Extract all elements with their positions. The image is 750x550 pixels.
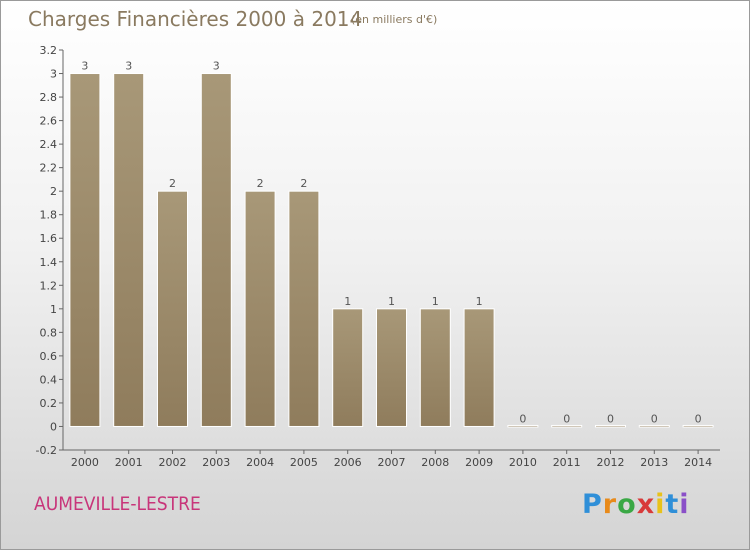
x-tick-label-2004: 2004 <box>246 456 274 469</box>
y-tick-label: 2.2 <box>40 162 58 175</box>
logo-letter: o <box>617 489 637 520</box>
y-tick-label: 3 <box>50 68 57 81</box>
bar-2012 <box>595 424 626 428</box>
data-label-2011: 0 <box>563 412 570 425</box>
logo-letter: P <box>582 489 603 520</box>
y-tick-label: 2.8 <box>40 91 58 104</box>
data-label-2005: 2 <box>300 177 307 190</box>
x-tick-label-2001: 2001 <box>115 456 143 469</box>
y-tick-label: 0.8 <box>40 326 58 339</box>
bar-2005 <box>288 190 320 427</box>
bar-2003 <box>200 73 232 427</box>
x-tick-label-2003: 2003 <box>202 456 230 469</box>
bar-2013 <box>638 424 670 428</box>
bar-2000 <box>69 73 101 427</box>
data-label-2002: 2 <box>169 177 176 190</box>
y-tick-label: 2.6 <box>40 115 58 128</box>
data-label-2003: 3 <box>213 60 220 73</box>
data-label-2008: 1 <box>432 295 439 308</box>
x-tick-label-2012: 2012 <box>597 456 625 469</box>
data-label-2013: 0 <box>651 412 658 425</box>
logo-letter: i <box>679 489 690 520</box>
logo-letter: t <box>665 489 680 520</box>
y-tick-label: 0.4 <box>40 373 58 386</box>
data-label-2010: 0 <box>519 412 526 425</box>
data-label-2001: 3 <box>125 60 132 73</box>
data-label-2006: 1 <box>344 295 351 308</box>
x-tick-label-2008: 2008 <box>421 456 449 469</box>
data-label-2012: 0 <box>607 412 614 425</box>
y-tick-label: -0.2 <box>36 444 57 457</box>
y-tick-label: 0.2 <box>40 397 58 410</box>
unit-note: (en milliers d'€) <box>351 13 438 26</box>
x-tick-label-2010: 2010 <box>509 456 537 469</box>
x-tick-label-2009: 2009 <box>465 456 493 469</box>
bar-2004 <box>244 190 276 427</box>
x-tick-label-2000: 2000 <box>71 456 99 469</box>
data-label-2009: 1 <box>476 295 483 308</box>
bar-2009 <box>463 308 495 427</box>
x-tick-label-2007: 2007 <box>378 456 406 469</box>
x-tick-label-2011: 2011 <box>553 456 581 469</box>
bar-2008 <box>419 308 451 427</box>
logo-letter: x <box>636 489 656 520</box>
y-tick-label: 0.6 <box>40 350 58 363</box>
y-tick-label: 2.4 <box>40 138 58 151</box>
y-tick-label: 2 <box>50 185 57 198</box>
chart-title: Charges Financières 2000 à 2014 <box>28 7 363 31</box>
bar-2002 <box>157 190 188 427</box>
y-tick-label: 1 <box>50 303 57 316</box>
y-tick-label: 1.4 <box>40 256 58 269</box>
data-label-2004: 2 <box>257 177 264 190</box>
y-tick-label: 0 <box>50 420 57 433</box>
bar-2010 <box>507 424 539 428</box>
y-tick-label: 1.8 <box>40 209 58 222</box>
data-label-2000: 3 <box>81 60 88 73</box>
x-tick-label-2005: 2005 <box>290 456 318 469</box>
bar-2011 <box>551 424 583 428</box>
x-tick-label-2002: 2002 <box>159 456 187 469</box>
data-label-2014: 0 <box>695 412 702 425</box>
bar-2014 <box>682 424 714 428</box>
y-tick-label: 1.2 <box>40 279 58 292</box>
logo-letter: r <box>602 489 618 520</box>
x-tick-label-2014: 2014 <box>684 456 712 469</box>
logo-letter: i <box>655 489 666 520</box>
bar-2006 <box>332 308 364 427</box>
y-tick-label: 1.6 <box>40 232 58 245</box>
data-label-2007: 1 <box>388 295 395 308</box>
x-tick-label-2013: 2013 <box>640 456 668 469</box>
commune-name: AUMEVILLE-LESTRE <box>34 493 201 515</box>
bar-2007 <box>376 308 407 427</box>
bar-2001 <box>113 73 145 427</box>
proxiti-logo: Proxiti <box>582 489 690 520</box>
y-tick-label: 3.2 <box>40 44 58 57</box>
x-tick-label-2006: 2006 <box>334 456 362 469</box>
